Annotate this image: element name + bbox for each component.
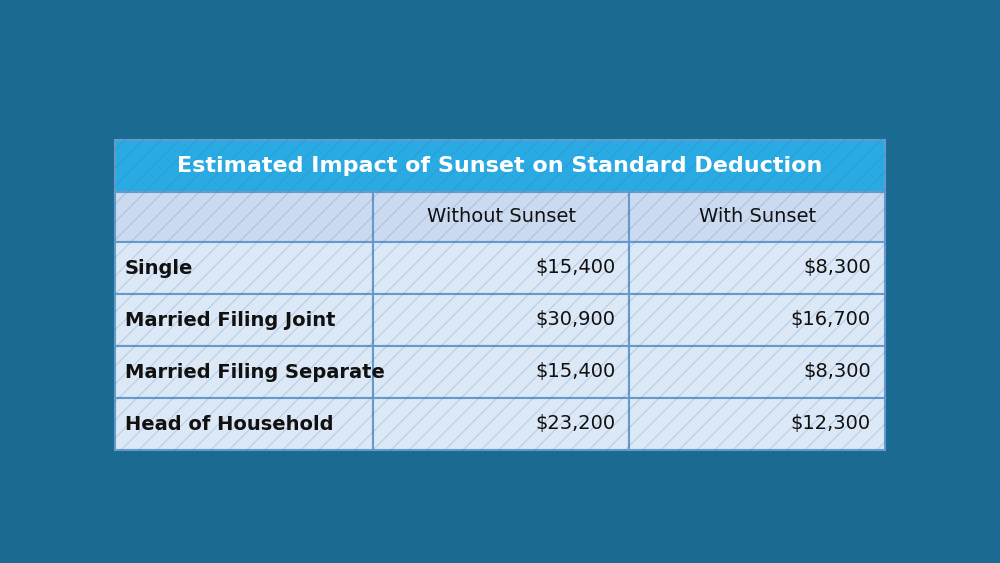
Bar (629, 242, 885, 294)
Text: $15,400: $15,400 (535, 363, 615, 382)
Bar (373, 192, 629, 242)
Text: Estimated Impact of Sunset on Standard Deduction: Estimated Impact of Sunset on Standard D… (177, 156, 823, 176)
Text: $16,700: $16,700 (791, 311, 871, 329)
Bar (115, 140, 885, 192)
Text: Without Sunset: Without Sunset (427, 208, 576, 226)
Text: $8,300: $8,300 (803, 258, 871, 278)
Bar (115, 242, 373, 294)
Text: Single: Single (125, 258, 193, 278)
Bar (373, 294, 629, 346)
Bar (629, 346, 885, 398)
Bar (115, 192, 373, 242)
Text: With Sunset: With Sunset (699, 208, 816, 226)
Bar (373, 242, 629, 294)
Bar (115, 294, 373, 346)
Text: Married Filing Joint: Married Filing Joint (125, 311, 336, 329)
Text: $12,300: $12,300 (791, 414, 871, 434)
Bar (629, 398, 885, 450)
Bar (115, 398, 373, 450)
Text: $30,900: $30,900 (535, 311, 615, 329)
Bar (373, 346, 629, 398)
Bar (373, 398, 629, 450)
Text: $8,300: $8,300 (803, 363, 871, 382)
Text: Head of Household: Head of Household (125, 414, 334, 434)
Bar (629, 294, 885, 346)
Text: Married Filing Separate: Married Filing Separate (125, 363, 385, 382)
Bar (629, 192, 885, 242)
Text: $23,200: $23,200 (535, 414, 615, 434)
Text: $15,400: $15,400 (535, 258, 615, 278)
Bar (115, 346, 373, 398)
